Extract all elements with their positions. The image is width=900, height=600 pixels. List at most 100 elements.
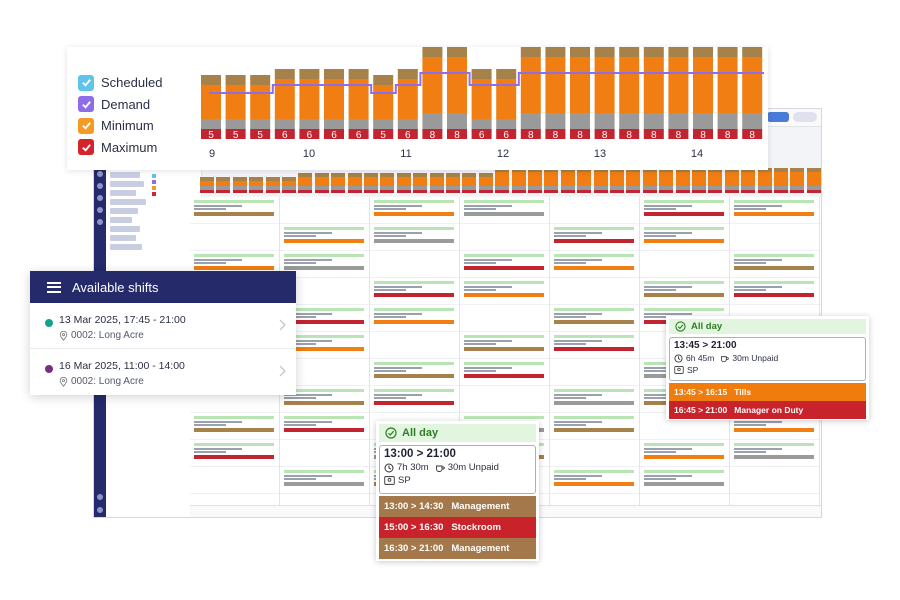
- task-block[interactable]: 16:45 > 21:00 Manager on Duty: [669, 401, 866, 419]
- checkbox-icon[interactable]: [78, 139, 94, 156]
- app-topbar-search[interactable]: [793, 112, 817, 122]
- task-name: Management: [451, 543, 510, 554]
- task-block[interactable]: 13:00 > 14:30 Management: [379, 496, 536, 517]
- rota-shift-card[interactable]: [374, 200, 454, 222]
- legend-label: Demand: [101, 96, 151, 112]
- checkbox-icon[interactable]: [78, 96, 94, 113]
- rota-shift-card[interactable]: [374, 227, 454, 249]
- rota-shift-card[interactable]: [734, 443, 814, 465]
- rota-shift-card[interactable]: [284, 470, 364, 492]
- rota-shift-card[interactable]: [374, 281, 454, 303]
- shift-role: SP: [384, 475, 531, 486]
- available-shift-item[interactable]: 13 Mar 2025, 17:45 - 21:00 0002: Long Ac…: [30, 303, 296, 349]
- mini-bar: [314, 173, 329, 193]
- maximum-bar: [447, 129, 467, 139]
- rota-shift-card[interactable]: [464, 200, 544, 222]
- task-block[interactable]: 13:45 > 16:15 Tills: [669, 383, 866, 401]
- mini-bar: [675, 168, 690, 193]
- chevron-right-icon[interactable]: [278, 365, 286, 377]
- rota-shift-card[interactable]: [734, 254, 814, 276]
- rota-shift-card[interactable]: [644, 443, 724, 465]
- rota-shift-card[interactable]: [554, 254, 634, 276]
- legend-label: Minimum: [101, 118, 154, 134]
- x-tick-label: 14: [691, 148, 703, 160]
- rota-shift-card[interactable]: [734, 200, 814, 222]
- app-topbar-button[interactable]: [767, 112, 789, 122]
- bar-value-label: 8: [454, 130, 460, 141]
- shift-date: 16 Mar 2025, 11:00 - 14:00: [59, 360, 185, 372]
- legend-item-scheduled[interactable]: Scheduled: [78, 72, 162, 94]
- rota-shift-card[interactable]: [284, 308, 364, 330]
- shift-role-label: SP: [687, 365, 699, 375]
- rota-shift-card[interactable]: [464, 254, 544, 276]
- gap-bar: [570, 113, 590, 129]
- scheduled-bar: [201, 75, 221, 85]
- mini-bar: [774, 168, 788, 193]
- maximum-bar: [422, 129, 443, 139]
- rota-shift-card[interactable]: [374, 389, 454, 411]
- minimum-bar: [668, 57, 689, 113]
- rota-shift-card[interactable]: [284, 227, 364, 249]
- app-mini-legend: [152, 173, 158, 197]
- task-block[interactable]: 15:00 > 16:30 Stockroom: [379, 517, 536, 538]
- rota-shift-card[interactable]: [464, 281, 544, 303]
- mini-bar: [413, 173, 428, 193]
- minimum-bar: [570, 57, 590, 113]
- minimum-bar: [717, 57, 738, 113]
- rota-shift-card[interactable]: [644, 227, 724, 249]
- rota-shift-card[interactable]: [194, 443, 274, 465]
- gap-bar: [594, 113, 615, 129]
- status-dot: [45, 319, 53, 327]
- shift-detail-popup-right[interactable]: All day 13:45 > 21:00 6h 45m 30m Unpaid …: [666, 316, 869, 420]
- rota-shift-card[interactable]: [194, 416, 274, 438]
- rota-shift-card[interactable]: [374, 362, 454, 384]
- shift-detail-popup-bottom[interactable]: All day 13:00 > 21:00 7h 30m 30m Unpaid …: [376, 421, 539, 561]
- mini-bar: [380, 173, 395, 193]
- minimum-bar: [471, 79, 492, 119]
- rota-shift-card[interactable]: [374, 308, 454, 330]
- mini-bar: [757, 168, 772, 193]
- minimum-bar: [373, 85, 394, 119]
- bar-value-label: 8: [626, 130, 632, 141]
- rota-shift-card[interactable]: [554, 389, 634, 411]
- rota-shift-card[interactable]: [554, 227, 634, 249]
- mini-bar: [331, 173, 346, 193]
- rota-shift-card[interactable]: [284, 389, 364, 411]
- legend-item-demand[interactable]: Demand: [78, 94, 162, 116]
- rota-shift-card[interactable]: [644, 200, 724, 222]
- rota-shift-card[interactable]: [284, 416, 364, 438]
- rota-shift-card[interactable]: [644, 470, 724, 492]
- mini-bar: [708, 168, 723, 193]
- rota-shift-card[interactable]: [284, 335, 364, 357]
- gap-bar: [422, 113, 443, 129]
- rota-shift-card[interactable]: [644, 281, 724, 303]
- rota-shift-card[interactable]: [554, 416, 634, 438]
- maximum-bar: [520, 129, 541, 139]
- rota-shift-card[interactable]: [554, 335, 634, 357]
- rota-shift-card[interactable]: [464, 362, 544, 384]
- chevron-right-icon[interactable]: [278, 319, 286, 331]
- rota-shift-card[interactable]: [464, 335, 544, 357]
- mini-bar: [282, 177, 296, 193]
- maximum-bar: [643, 129, 664, 139]
- menu-icon[interactable]: [47, 281, 61, 293]
- bar-value-label: 5: [380, 130, 386, 141]
- legend-item-maximum[interactable]: Maximum: [78, 137, 162, 159]
- legend-item-minimum[interactable]: Minimum: [78, 115, 162, 137]
- minimum-bar: [742, 57, 763, 113]
- rota-shift-card[interactable]: [194, 254, 274, 276]
- available-shift-item[interactable]: 16 Mar 2025, 11:00 - 14:00 0002: Long Ac…: [30, 349, 296, 395]
- rota-shift-card[interactable]: [284, 254, 364, 276]
- rota-shift-card[interactable]: [554, 470, 634, 492]
- minimum-bar: [496, 79, 517, 119]
- checkbox-icon[interactable]: [78, 117, 94, 134]
- chart-legend: Scheduled Demand Minimum Maximum: [78, 72, 162, 158]
- bar-value-label: 8: [651, 130, 657, 141]
- rota-shift-card[interactable]: [554, 308, 634, 330]
- rota-shift-card[interactable]: [194, 200, 274, 222]
- rota-shift-card[interactable]: [734, 281, 814, 303]
- checkbox-icon[interactable]: [78, 74, 94, 91]
- gap-bar: [348, 119, 369, 129]
- gap-bar: [643, 113, 664, 129]
- task-block[interactable]: 16:30 > 21:00 Management: [379, 538, 536, 559]
